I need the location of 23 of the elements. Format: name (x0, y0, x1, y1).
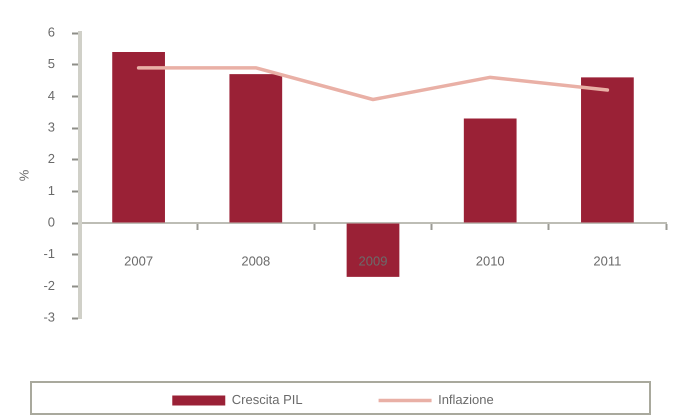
bar (464, 118, 517, 222)
y-tick-label: -3 (43, 310, 55, 325)
bar (346, 224, 400, 277)
y-tick-label: 4 (48, 88, 55, 103)
bar (581, 77, 634, 222)
bar (112, 52, 165, 222)
x-tick-label: 2008 (241, 253, 270, 268)
x-tick-label: 2009 (358, 253, 388, 268)
legend-label: Crescita PIL (232, 392, 303, 408)
y-tick-label: -2 (43, 278, 55, 293)
x-tick-label: 2011 (593, 253, 622, 268)
y-axis-title: % (16, 169, 32, 182)
y-tick-label: 5 (48, 56, 55, 72)
y-tick-label: 3 (48, 120, 55, 135)
y-tick-label: 1 (48, 182, 55, 198)
bar (229, 74, 282, 222)
y-tick-label: 6 (48, 24, 55, 40)
y-tick-label: 0 (48, 214, 55, 230)
y-tick-label: 2 (48, 151, 55, 166)
y-tick-label: -1 (43, 246, 55, 262)
x-tick-label: 2010 (476, 253, 505, 268)
x-tick-label: 2007 (124, 253, 154, 268)
legend-label: Inflazione (438, 392, 494, 408)
